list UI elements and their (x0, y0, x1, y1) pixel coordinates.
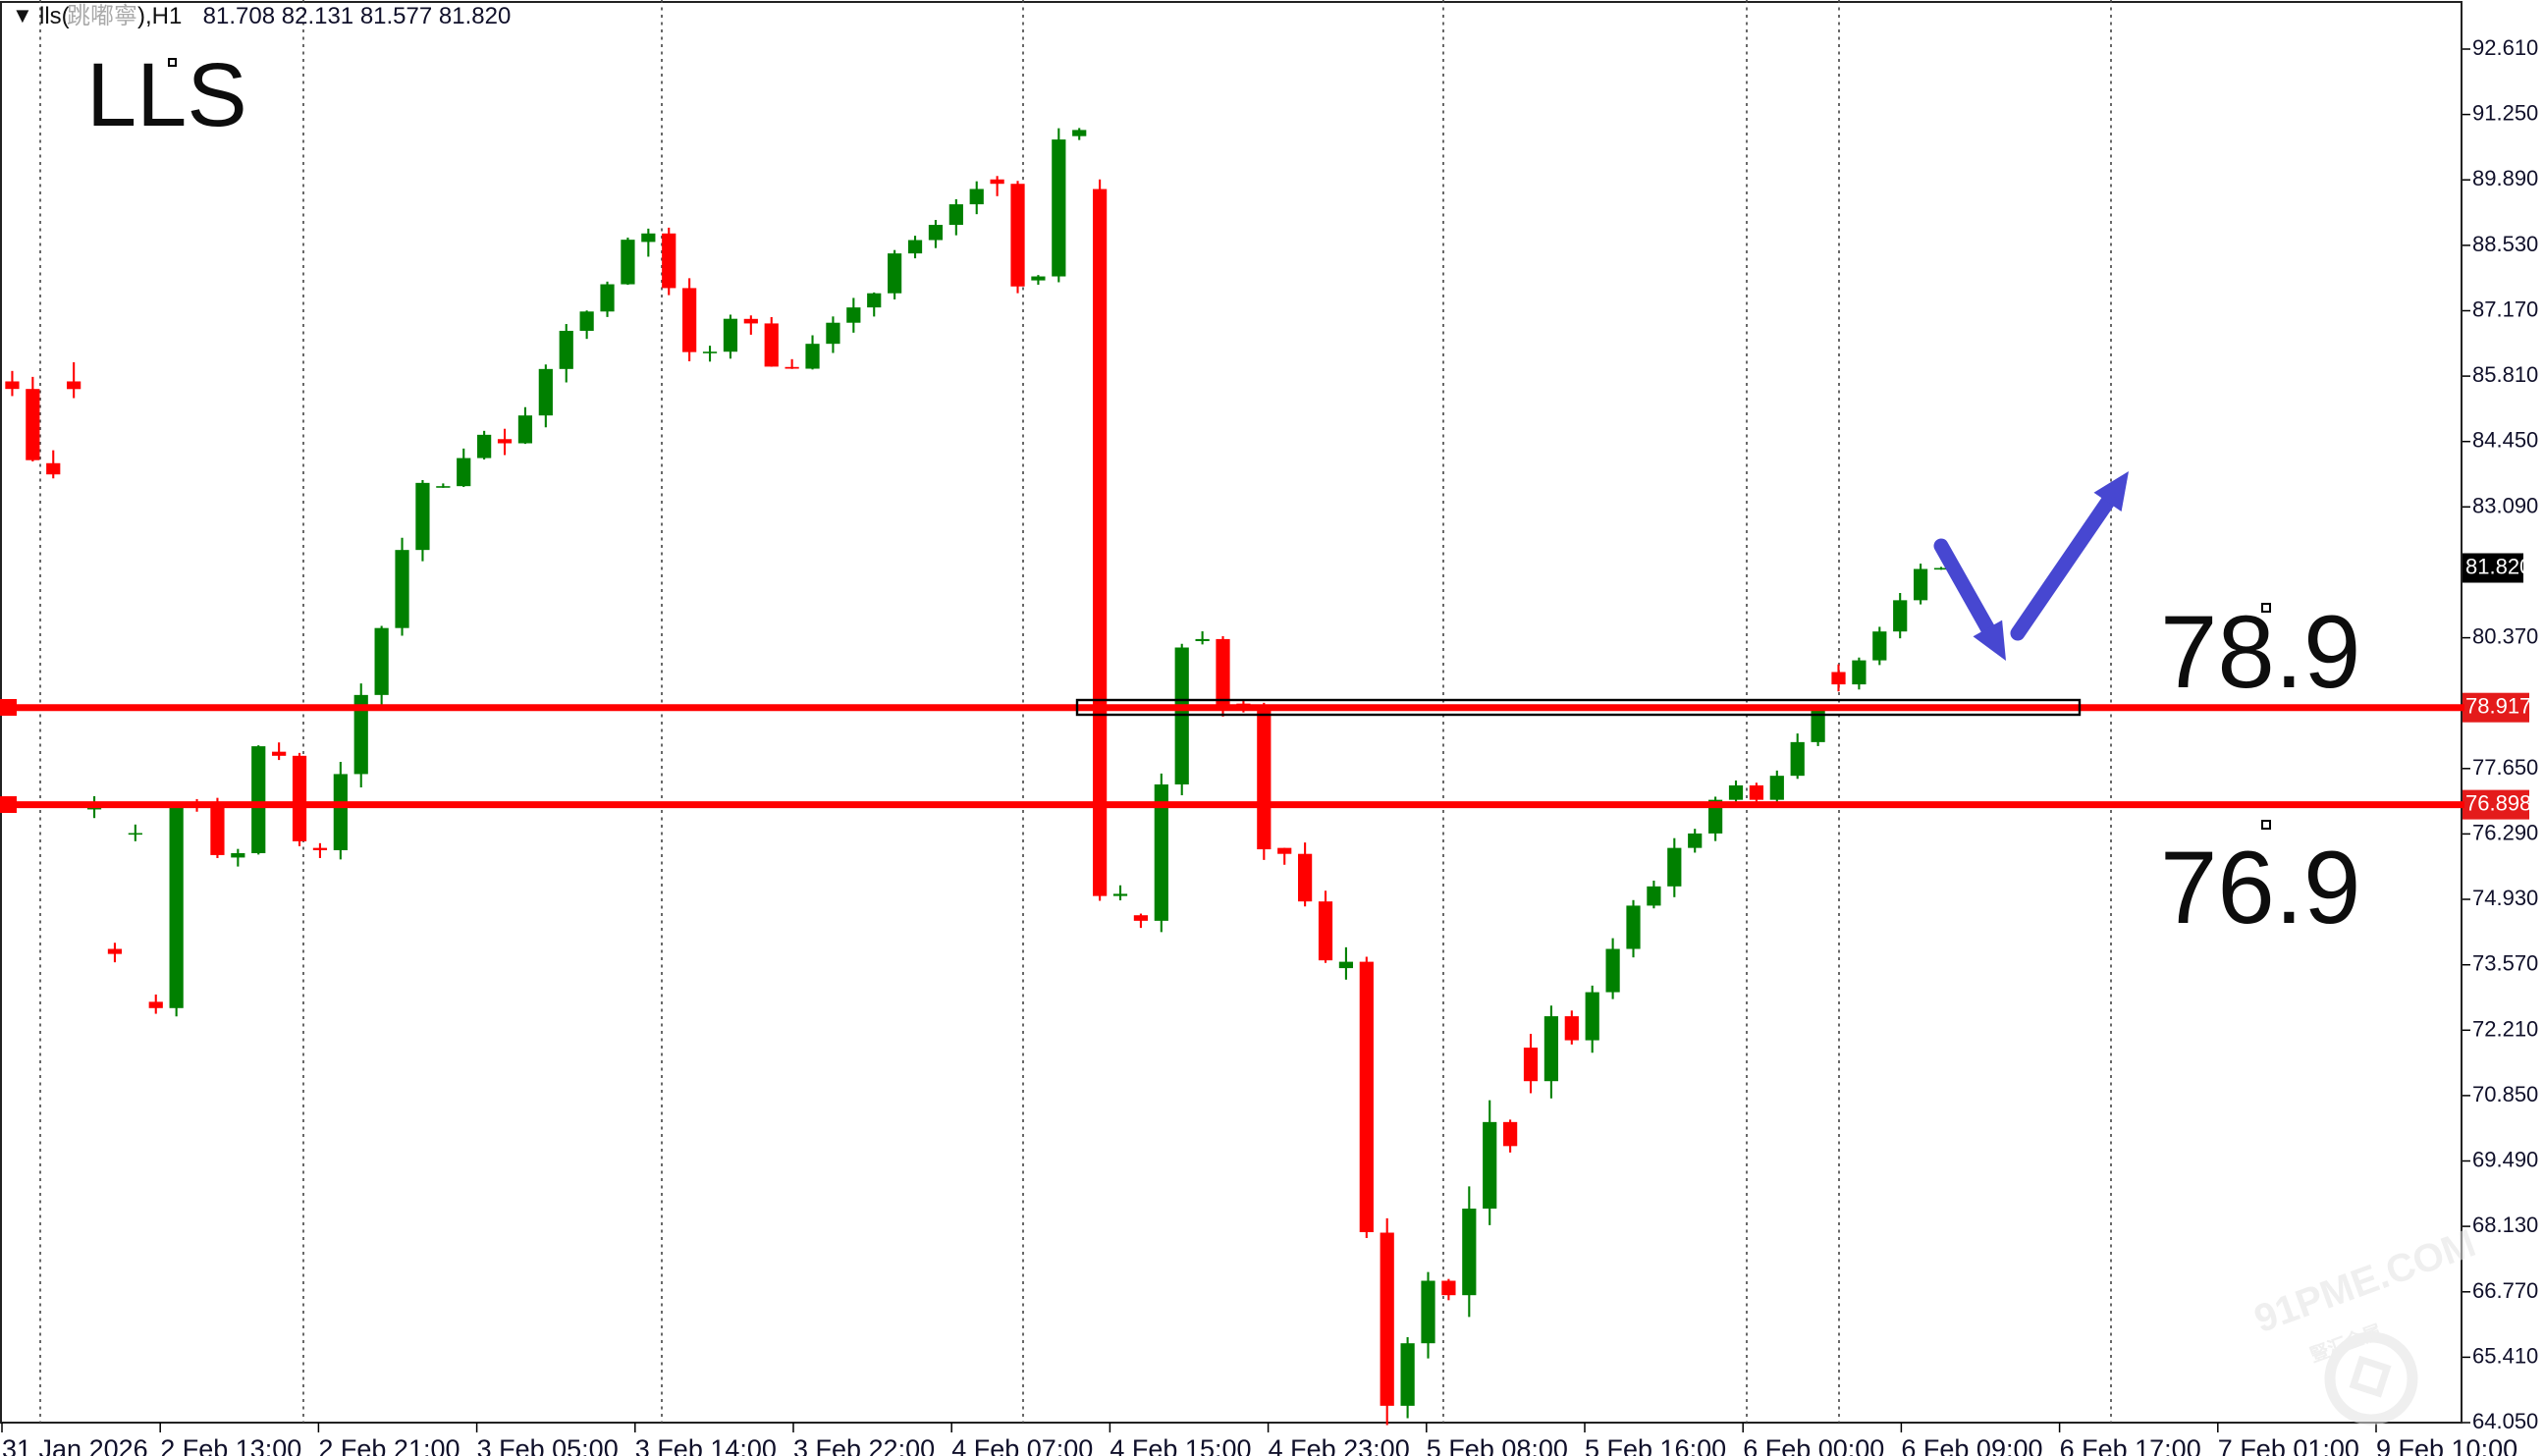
svg-text:豎汇金属: 豎汇金属 (2307, 1320, 2385, 1367)
svg-text:64.050: 64.050 (2472, 1409, 2538, 1433)
svg-text:31 Jan 2026: 31 Jan 2026 (2, 1434, 148, 1456)
svg-text:91PME.COM: 91PME.COM (2248, 1221, 2480, 1341)
svg-text:81.820: 81.820 (2465, 555, 2531, 579)
svg-text:69.490: 69.490 (2472, 1148, 2538, 1172)
svg-text:3 Feb 22:00: 3 Feb 22:00 (793, 1434, 935, 1456)
svg-text:73.570: 73.570 (2472, 951, 2538, 976)
svg-text:91.250: 91.250 (2472, 101, 2538, 126)
svg-text:88.530: 88.530 (2472, 232, 2538, 256)
svg-text:72.210: 72.210 (2472, 1016, 2538, 1041)
svg-text:5 Feb 16:00: 5 Feb 16:00 (1585, 1434, 1726, 1456)
svg-text:▼: ▼ (12, 3, 33, 27)
svg-text:81.708 82.131 81.577 81.820: 81.708 82.131 81.577 81.820 (196, 3, 511, 29)
svg-text:6 Feb 09:00: 6 Feb 09:00 (1901, 1434, 2042, 1456)
svg-text:跳嘟寧: 跳嘟寧 (67, 3, 137, 29)
svg-text:4 Feb 07:00: 4 Feb 07:00 (951, 1434, 1093, 1456)
svg-text:5 Feb 08:00: 5 Feb 08:00 (1427, 1434, 1568, 1456)
svg-text:76.290: 76.290 (2472, 820, 2538, 844)
svg-text:6 Feb 00:00: 6 Feb 00:00 (1743, 1434, 1884, 1456)
svg-text:87.170: 87.170 (2472, 297, 2538, 322)
svg-text:83.090: 83.090 (2472, 493, 2538, 517)
svg-text:4 Feb 15:00: 4 Feb 15:00 (1110, 1434, 1251, 1456)
svg-text:66.770: 66.770 (2472, 1278, 2538, 1303)
svg-text:6 Feb 17:00: 6 Feb 17:00 (2060, 1434, 2201, 1456)
svg-text:65.410: 65.410 (2472, 1343, 2538, 1368)
svg-text:78.9: 78.9 (2160, 595, 2360, 710)
svg-text:76.898: 76.898 (2465, 791, 2531, 816)
svg-text:),H1: ),H1 (137, 3, 182, 29)
svg-text:76.9: 76.9 (2160, 831, 2360, 945)
svg-text:3 Feb 05:00: 3 Feb 05:00 (477, 1434, 619, 1456)
svg-text:7 Feb 01:00: 7 Feb 01:00 (2218, 1434, 2359, 1456)
svg-text:85.810: 85.810 (2472, 362, 2538, 387)
svg-text:92.610: 92.610 (2472, 35, 2538, 60)
svg-text:3 Feb 14:00: 3 Feb 14:00 (635, 1434, 777, 1456)
svg-text:80.370: 80.370 (2472, 624, 2538, 649)
svg-text:89.890: 89.890 (2472, 166, 2538, 190)
svg-text:2 Feb 21:00: 2 Feb 21:00 (318, 1434, 460, 1456)
svg-text:lls(: lls( (39, 3, 70, 29)
svg-text:LLS: LLS (86, 45, 247, 145)
svg-text:78.917: 78.917 (2465, 694, 2531, 719)
svg-text:84.450: 84.450 (2472, 428, 2538, 453)
svg-text:74.930: 74.930 (2472, 886, 2538, 910)
svg-text:9 Feb 10:00: 9 Feb 10:00 (2376, 1434, 2517, 1456)
svg-text:4 Feb 23:00: 4 Feb 23:00 (1269, 1434, 1410, 1456)
svg-text:77.650: 77.650 (2472, 755, 2538, 780)
svg-text:68.130: 68.130 (2472, 1213, 2538, 1237)
svg-text:2 Feb 13:00: 2 Feb 13:00 (160, 1434, 301, 1456)
svg-text:70.850: 70.850 (2472, 1082, 2538, 1106)
